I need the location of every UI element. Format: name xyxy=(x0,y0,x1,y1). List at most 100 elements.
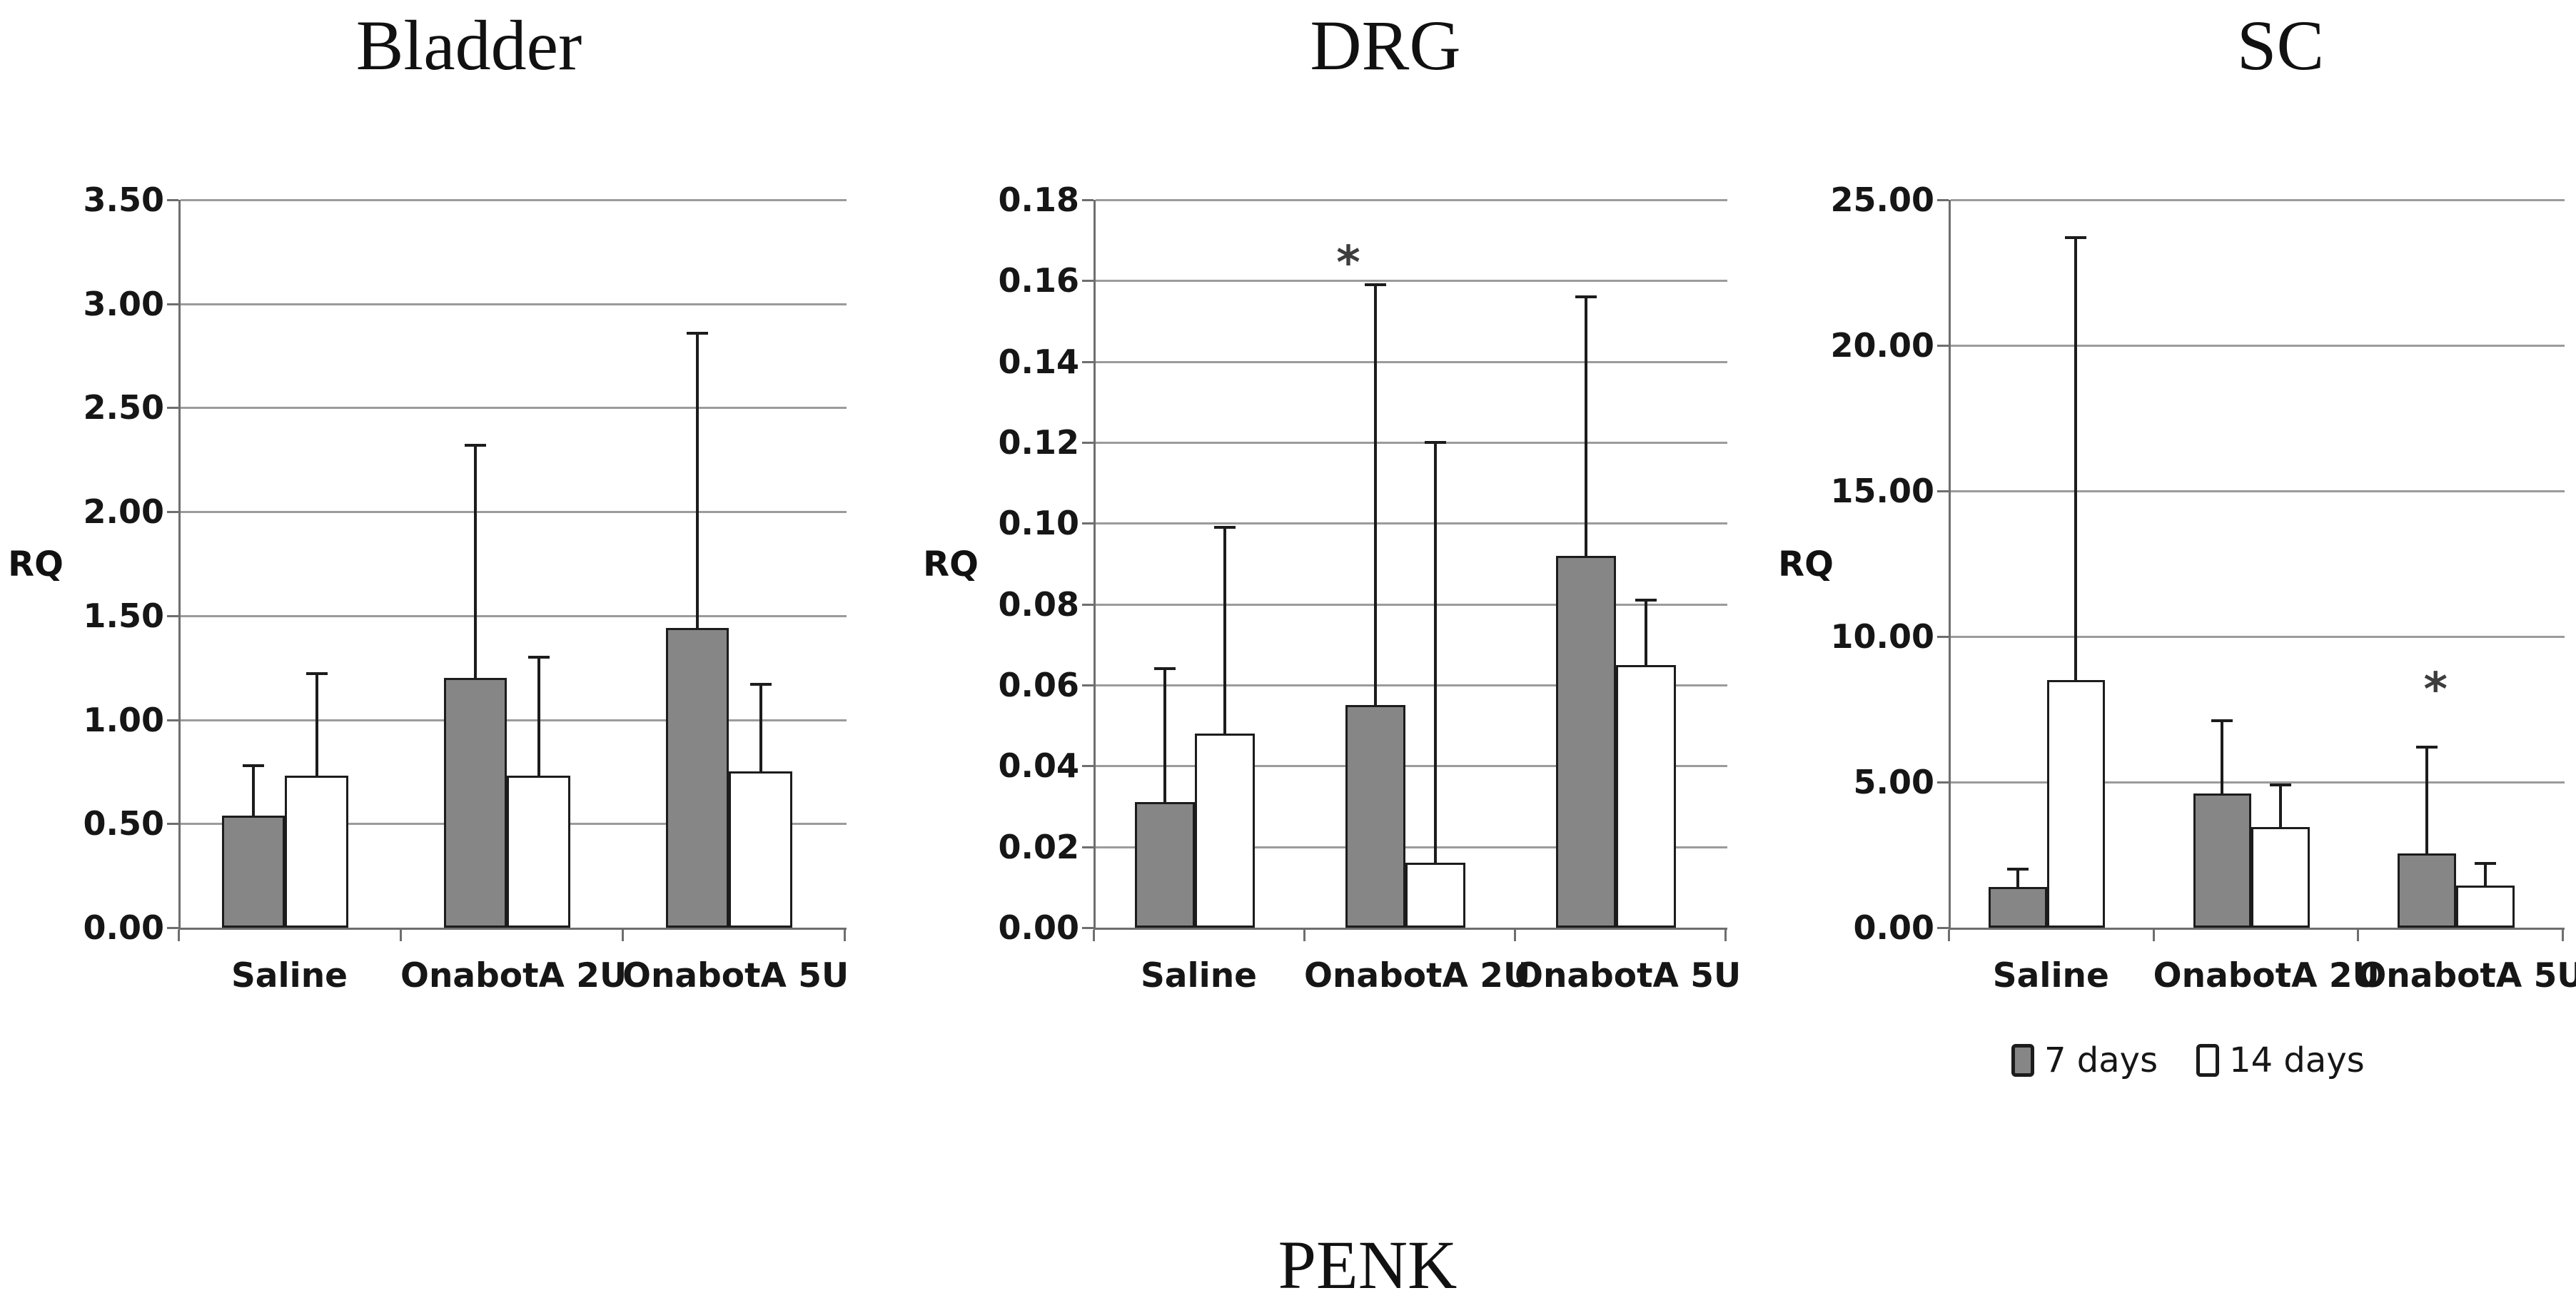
significance-asterisk: * xyxy=(1336,237,1360,290)
y-tick-label: 0.10 xyxy=(998,504,1080,543)
bar-7-days-onabota-5u xyxy=(2398,853,2456,928)
error-bar-cap xyxy=(242,764,264,767)
y-tick-label: 15.00 xyxy=(1830,472,1934,510)
error-bar-cap xyxy=(749,683,772,686)
gridline xyxy=(1951,345,2565,347)
error-bar-cap xyxy=(464,443,486,447)
x-tick-mark xyxy=(2152,930,2155,941)
legend-swatch-7-days-icon xyxy=(2011,1044,2034,1077)
plot-area-drg xyxy=(1093,199,1727,930)
y-tick-mark xyxy=(1082,603,1093,606)
y-axis-label-bladder: RQ xyxy=(8,544,64,584)
bar-14-days-onabota-2u xyxy=(1405,863,1465,928)
y-tick-mark xyxy=(167,823,178,826)
y-tick-label: 0.04 xyxy=(998,746,1080,786)
y-tick-label: 3.00 xyxy=(83,284,165,323)
error-bar-cap xyxy=(2270,784,2292,787)
y-tick-label: 2.00 xyxy=(83,492,165,532)
y-tick-mark xyxy=(167,199,178,201)
gridline xyxy=(1096,360,1727,363)
error-bar-cap xyxy=(1575,295,1597,298)
gridline xyxy=(181,614,847,617)
y-tick-label: 1.00 xyxy=(83,700,165,739)
error-bar-cap xyxy=(2065,236,2087,240)
y-tick-label: 1.50 xyxy=(83,596,165,635)
chart-title-drg: DRG xyxy=(1310,6,1461,85)
error-bar-line xyxy=(2221,721,2224,794)
significance-asterisk: * xyxy=(2423,664,2448,717)
y-tick-label: 0.06 xyxy=(998,666,1080,704)
error-bar-line xyxy=(2279,785,2283,828)
bar-7-days-onabota-2u xyxy=(2193,793,2252,928)
x-tick-mark xyxy=(178,930,180,941)
legend: 7 days 14 days xyxy=(2011,1040,2365,1080)
error-bar-cap xyxy=(1635,599,1657,602)
bar-7-days-onabota-5u xyxy=(1555,555,1616,928)
error-bar-line xyxy=(537,657,540,776)
y-tick-mark xyxy=(1082,442,1093,444)
error-bar-line xyxy=(759,684,762,772)
y-tick-mark xyxy=(167,719,178,721)
x-category-label-onabota-2u: OnabotA 2U xyxy=(2153,956,2380,995)
error-bar-cap xyxy=(527,656,550,659)
legend-label-7-days: 7 days xyxy=(2044,1040,2158,1080)
gridline xyxy=(1096,765,1727,768)
gridline xyxy=(1951,199,2565,201)
y-tick-mark xyxy=(1937,636,1949,638)
error-bar-cap xyxy=(2006,868,2029,871)
gridline xyxy=(1096,442,1727,444)
y-tick-mark xyxy=(167,927,178,929)
y-tick-mark xyxy=(1082,684,1093,686)
y-tick-label: 5.00 xyxy=(1853,763,1935,801)
bar-7-days-saline xyxy=(221,815,286,928)
y-tick-label: 0.18 xyxy=(998,181,1080,219)
y-axis-label-drg: RQ xyxy=(923,544,979,584)
gridline xyxy=(1096,522,1727,525)
error-bar-line xyxy=(2483,863,2487,886)
y-tick-mark xyxy=(1082,846,1093,848)
gridline xyxy=(1951,781,2565,784)
y-tick-mark xyxy=(1937,490,1949,492)
legend-label-14-days: 14 days xyxy=(2229,1040,2365,1080)
x-tick-mark xyxy=(1948,930,1950,941)
chart-title-bladder: Bladder xyxy=(355,6,582,85)
x-category-label-onabota-2u: OnabotA 2U xyxy=(1304,956,1531,995)
error-bar-line xyxy=(1644,600,1647,665)
error-bar-line xyxy=(1433,442,1437,863)
plot-area-sc xyxy=(1949,199,2565,930)
y-tick-mark xyxy=(1082,360,1093,363)
gridline xyxy=(181,719,847,721)
x-category-label-onabota-5u: OnabotA 5U xyxy=(1515,956,1742,995)
x-tick-mark xyxy=(622,930,624,941)
y-tick-label: 0.00 xyxy=(83,908,165,947)
error-bar-line xyxy=(473,445,477,679)
y-tick-label: 0.14 xyxy=(998,342,1080,381)
legend-item-7-days: 7 days xyxy=(2011,1040,2158,1080)
error-bar-cap xyxy=(1153,667,1176,671)
y-tick-label: 20.00 xyxy=(1830,326,1934,365)
x-tick-mark xyxy=(844,930,846,941)
error-bar-cap xyxy=(2474,862,2496,866)
error-bar-cap xyxy=(305,672,328,676)
y-tick-label: 10.00 xyxy=(1830,617,1934,656)
x-tick-mark xyxy=(1093,930,1095,941)
y-tick-mark xyxy=(1937,345,1949,347)
gridline xyxy=(181,303,847,305)
x-tick-mark xyxy=(2562,930,2564,941)
error-bar-cap xyxy=(1364,283,1386,286)
y-tick-mark xyxy=(1937,781,1949,784)
error-bar-line xyxy=(315,674,318,776)
bar-14-days-saline xyxy=(285,776,348,928)
x-tick-mark xyxy=(2357,930,2360,941)
gridline xyxy=(181,511,847,514)
gridline xyxy=(1096,846,1727,848)
y-tick-label: 0.00 xyxy=(1853,908,1935,947)
bar-7-days-onabota-2u xyxy=(443,678,507,928)
x-tick-mark xyxy=(1514,930,1516,941)
x-category-label-saline: Saline xyxy=(231,956,348,995)
bar-14-days-onabota-2u xyxy=(2251,827,2310,928)
bar-14-days-onabota-2u xyxy=(507,776,570,928)
bar-7-days-saline xyxy=(1988,886,2047,928)
y-tick-label: 0.50 xyxy=(83,804,165,843)
y-tick-mark xyxy=(1082,280,1093,283)
